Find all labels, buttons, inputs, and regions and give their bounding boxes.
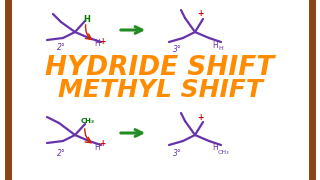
Text: 2°: 2° <box>57 44 65 53</box>
Text: H: H <box>84 15 91 24</box>
Text: HYDRIDE SHIFT: HYDRIDE SHIFT <box>45 55 275 81</box>
Text: H: H <box>219 46 223 51</box>
Text: CH₃: CH₃ <box>81 118 95 124</box>
Text: +: + <box>197 10 203 19</box>
Text: +: + <box>197 112 203 122</box>
Text: +: + <box>99 37 105 46</box>
Text: CH₃: CH₃ <box>217 150 229 154</box>
Text: METHYL SHIFT: METHYL SHIFT <box>58 78 262 102</box>
Text: +: + <box>99 140 105 148</box>
Text: 3°: 3° <box>172 46 181 55</box>
Text: H: H <box>94 143 100 152</box>
Text: H: H <box>94 39 100 48</box>
Text: 2°: 2° <box>57 148 65 158</box>
Text: H: H <box>212 40 218 50</box>
Text: H: H <box>212 143 218 152</box>
Text: 3°: 3° <box>172 148 181 158</box>
